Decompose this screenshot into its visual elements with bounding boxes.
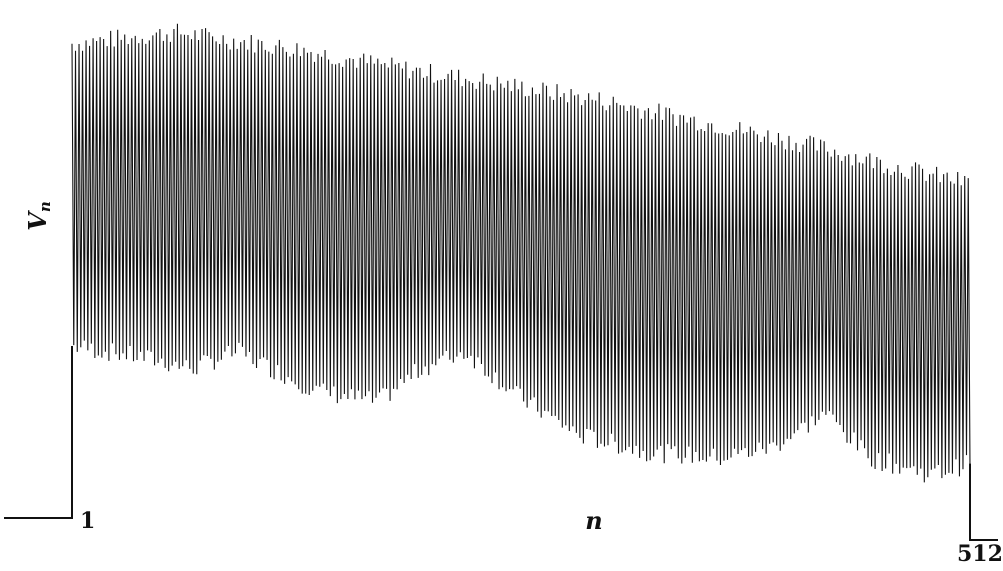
x-tick-label-start: 1 (80, 508, 95, 534)
baseline-left-segment (4, 346, 73, 519)
y-axis-label: Vn (23, 201, 54, 231)
baseline-right-segment (969, 463, 998, 541)
x-tick-label-end: 512 (957, 541, 1003, 567)
x-axis-label: n (585, 506, 602, 535)
signal-series (71, 23, 971, 483)
signal-line (71, 23, 971, 483)
